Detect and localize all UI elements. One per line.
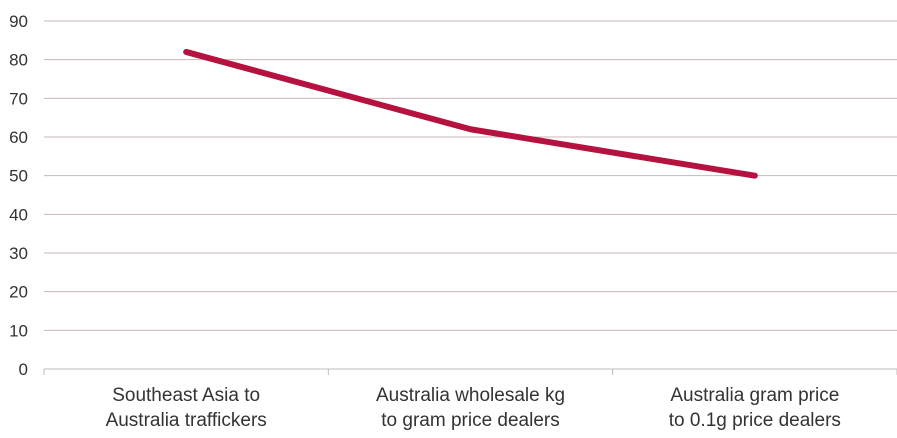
x-tick-label-line: Southeast Asia to [112, 385, 260, 406]
y-tick-label: 0 [19, 360, 28, 379]
y-tick-label: 70 [9, 89, 28, 108]
data-point [183, 49, 189, 55]
data-point [752, 173, 758, 179]
y-tick-label: 90 [9, 12, 28, 31]
y-axis-tick-labels: 0 10 20 30 40 50 60 70 80 90 [9, 12, 28, 379]
x-tick-label-line: Australia traffickers [106, 410, 267, 431]
series-line [183, 48, 758, 179]
y-tick-label: 40 [9, 205, 28, 224]
x-axis-tick-labels: Southeast Asia to Australia traffickers Au… [106, 385, 841, 431]
x-tick-label-line: to 0.1g price dealers [669, 410, 841, 431]
y-tick-label: 30 [9, 244, 28, 263]
x-tick-label-line: to gram price dealers [381, 410, 559, 431]
x-tick-label: Southeast Asia to Australia traffickers [106, 385, 267, 431]
y-tick-label: 50 [9, 167, 28, 186]
data-point [468, 126, 473, 132]
x-tick-label-line: Australia wholesale kg [376, 385, 565, 406]
x-tick-label: Australia gram price to 0.1g price dealer… [669, 385, 841, 431]
gridlines [44, 20, 897, 331]
x-tick-label-line: Australia gram price [670, 385, 839, 406]
y-tick-label: 60 [9, 128, 28, 147]
y-tick-label: 20 [9, 283, 28, 302]
y-tick-label: 80 [9, 51, 28, 70]
x-axis [43, 368, 897, 375]
y-tick-label: 10 [9, 321, 28, 340]
x-tick-label: Australia wholesale kg to gram price deal… [376, 385, 565, 431]
series-lines [183, 48, 758, 179]
